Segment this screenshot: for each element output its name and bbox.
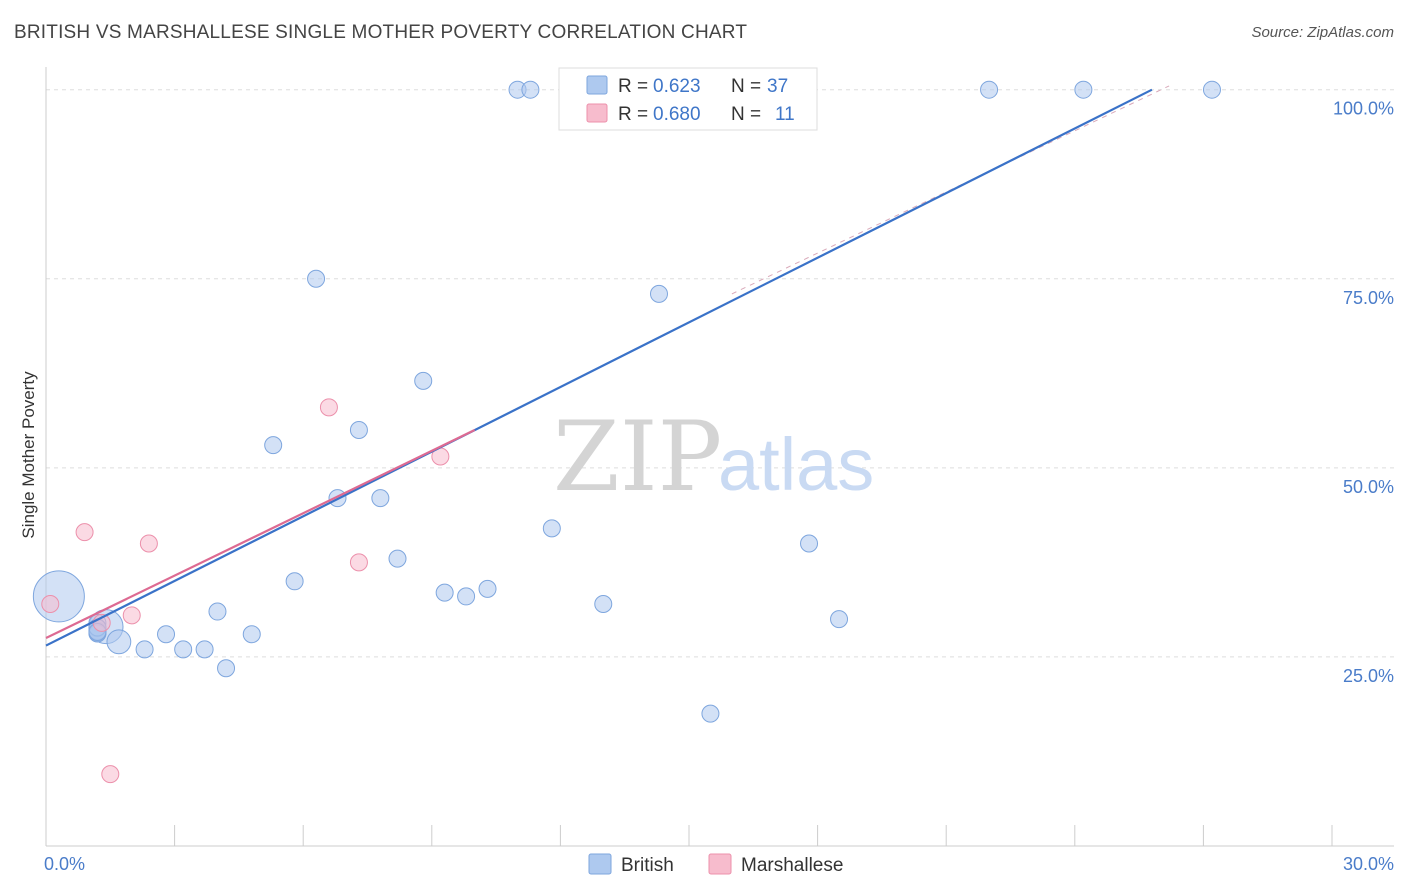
- source-credit: Source: ZipAtlas.com: [1251, 24, 1394, 41]
- trendlines-layer: [45, 85, 1170, 647]
- marshallese-point-4: [139, 534, 158, 553]
- british-point-34: [701, 704, 720, 723]
- legend-swatch-marshallese: [708, 853, 732, 875]
- british-point-24: [388, 549, 407, 568]
- british-point-39: [1202, 80, 1221, 99]
- british-point-12: [157, 625, 176, 644]
- marshallese-point-5: [319, 398, 338, 417]
- x-tick-label-1: 30.0%: [1343, 854, 1394, 874]
- british-point-18: [264, 436, 283, 455]
- legend-label-british: British: [621, 855, 674, 876]
- points-layer: [32, 80, 1221, 784]
- british-point-33: [649, 284, 668, 303]
- british-point-23: [371, 489, 390, 508]
- british-point-22: [349, 421, 368, 440]
- legend-swatch-british: [588, 853, 612, 875]
- y-tick-label-100: 100.0%: [1333, 99, 1394, 119]
- marshallese-trendline: [45, 429, 476, 640]
- grid-layer: [46, 89, 1394, 658]
- stats-box: R = 0.623 N = 37 R = 0.680 N = 11: [558, 67, 818, 131]
- british-point-14: [195, 640, 214, 659]
- british-point-31: [542, 519, 561, 538]
- axes-layer: [45, 67, 1394, 847]
- british-point-11: [135, 640, 154, 659]
- watermark-zip: ZIP: [553, 401, 722, 513]
- watermark-atlas: atlas: [718, 423, 874, 506]
- british-point-26: [435, 583, 454, 602]
- marshallese-point-6: [349, 553, 368, 572]
- british-point-10: [106, 629, 132, 655]
- stats-n-label-marshallese: N =: [731, 104, 761, 125]
- stats-n-value-marshallese: 11: [775, 104, 795, 125]
- stats-r-value-marshallese: 0.680: [653, 104, 701, 125]
- stats-swatch-british: [586, 75, 608, 95]
- british-point-13: [174, 640, 193, 659]
- y-tick-label-25: 25.0%: [1343, 666, 1394, 686]
- tick-labels: 25.0% 50.0% 75.0% 100.0% 0.0% 30.0%: [44, 99, 1394, 874]
- british-trendline: [45, 88, 1153, 647]
- british-point-27: [457, 587, 476, 606]
- legend: British Marshallese: [588, 853, 843, 876]
- stats-n-value-british: 37: [767, 76, 788, 97]
- stats-n-label-british: N =: [731, 76, 761, 97]
- british-point-28: [478, 579, 497, 598]
- british-point-32: [594, 594, 613, 613]
- british-point-20: [307, 269, 326, 288]
- legend-label-marshallese: Marshallese: [741, 855, 843, 876]
- watermark: ZIP atlas: [553, 401, 874, 513]
- british-point-19: [285, 572, 304, 591]
- british-point-15: [208, 602, 227, 621]
- chart-title: BRITISH VS MARSHALLESE SINGLE MOTHER POV…: [14, 22, 748, 43]
- stats-r-label-british: R =: [618, 76, 648, 97]
- british-point-38: [1074, 80, 1093, 99]
- british-point-37: [980, 80, 999, 99]
- british-point-30: [521, 80, 540, 99]
- marshallese-point-3: [122, 606, 141, 625]
- british-point-25: [414, 371, 433, 390]
- y-axis-label: Single Mother Poverty: [19, 371, 38, 539]
- british-point-17: [242, 625, 261, 644]
- marshallese-point-2: [101, 765, 120, 784]
- x-tick-label-0: 0.0%: [44, 854, 85, 874]
- stats-r-label-marshallese: R =: [618, 104, 648, 125]
- y-tick-label-75: 75.0%: [1343, 288, 1394, 308]
- marshallese-point-1: [75, 523, 94, 542]
- british-point-36: [830, 610, 849, 629]
- stats-r-value-british: 0.623: [653, 76, 701, 97]
- british-point-0: [32, 570, 85, 623]
- y-tick-label-50: 50.0%: [1343, 477, 1394, 497]
- british-point-16: [217, 659, 236, 678]
- marshallese-point-0: [41, 594, 60, 613]
- stats-swatch-marshallese: [586, 103, 608, 123]
- british-point-35: [800, 534, 819, 553]
